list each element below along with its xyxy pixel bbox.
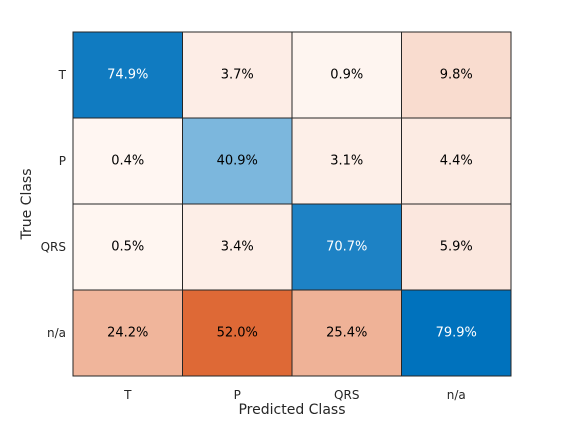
cell-value-label-0-3: 9.8% xyxy=(440,68,473,83)
x-tick-label-2: QRS xyxy=(334,388,359,402)
heatmap-cell-3-0 xyxy=(72,289,183,377)
cell-value-label-0-0: 74.9% xyxy=(107,68,148,83)
heatmap-cell-2-3 xyxy=(401,203,512,291)
cell-value-label-1-0: 0.4% xyxy=(111,154,144,169)
heatmap-cell-3-1 xyxy=(182,289,293,377)
cell-value-label-1-3: 4.4% xyxy=(440,154,473,169)
heatmap-cell-3-2 xyxy=(291,289,402,377)
cells-layer: 74.9% 3.7% 0.9% 9.8% 0.4% 40.9% 3.1% 4.4% 0.5% 3.… xyxy=(72,31,512,377)
cell-value-label-2-2: 70.7% xyxy=(326,240,367,255)
ticks-layer: T P QRS n/a T P QRS n/a xyxy=(41,68,466,402)
cell-value-label-2-3: 5.9% xyxy=(440,240,473,255)
heatmap-cell-0-3 xyxy=(401,31,512,119)
x-tick-label-0: T xyxy=(123,388,132,402)
cell-value-label-3-3: 79.9% xyxy=(436,326,477,341)
x-axis-label: Predicted Class xyxy=(238,402,345,418)
y-tick-label-1: P xyxy=(59,154,66,168)
cell-value-label-1-2: 3.1% xyxy=(330,154,363,169)
y-axis-label: True Class xyxy=(19,168,35,240)
y-tick-label-0: T xyxy=(58,68,67,82)
heatmap-cell-0-2 xyxy=(291,31,402,119)
x-tick-label-1: P xyxy=(234,388,241,402)
cell-value-label-3-0: 24.2% xyxy=(107,326,148,341)
heatmap-cell-3-3 xyxy=(401,289,512,377)
cell-value-label-1-1: 40.9% xyxy=(217,154,258,169)
y-tick-label-3: n/a xyxy=(47,326,66,340)
heatmap-cell-1-0 xyxy=(72,117,183,205)
cell-value-label-3-2: 25.4% xyxy=(326,326,367,341)
cell-value-label-2-1: 3.4% xyxy=(221,240,254,255)
heatmap-cell-2-1 xyxy=(182,203,293,291)
cell-value-label-0-2: 0.9% xyxy=(330,68,363,83)
y-tick-label-2: QRS xyxy=(41,240,66,254)
cell-value-label-0-1: 3.7% xyxy=(221,68,254,83)
heatmap-cell-1-1 xyxy=(182,117,293,205)
cell-value-label-2-0: 0.5% xyxy=(111,240,144,255)
heatmap-cell-0-1 xyxy=(182,31,293,119)
heatmap-cell-0-0 xyxy=(72,31,183,119)
heatmap-cell-1-3 xyxy=(401,117,512,205)
x-tick-label-3: n/a xyxy=(447,388,466,402)
cell-value-label-3-1: 52.0% xyxy=(217,326,258,341)
